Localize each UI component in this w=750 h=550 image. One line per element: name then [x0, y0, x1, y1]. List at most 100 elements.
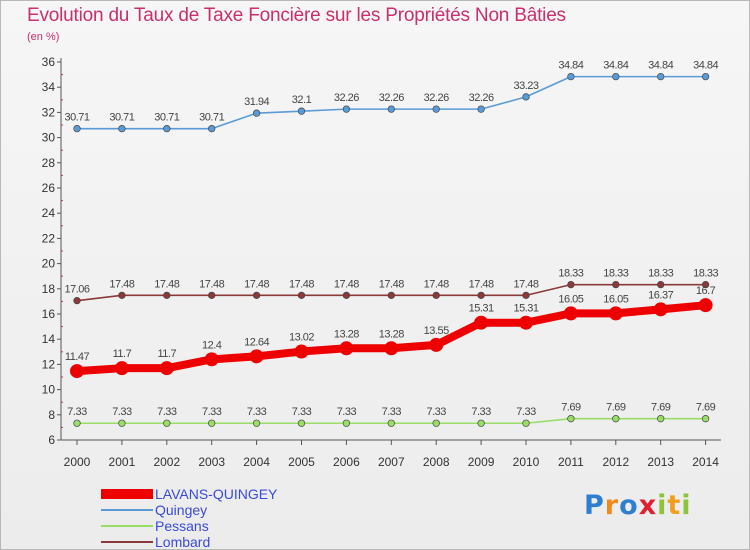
- data-label-quingey: 32.26: [334, 92, 359, 104]
- y-tick-label: 6: [48, 433, 55, 447]
- legend-label: Pessans: [155, 517, 209, 534]
- y-tick-label: 20: [42, 257, 56, 271]
- data-point-lavans-quingey: [698, 298, 713, 313]
- data-point-quingey: [297, 107, 306, 115]
- data-label-lombard: 17.48: [334, 278, 359, 290]
- data-label-lavans-quingey: 16.05: [558, 293, 583, 305]
- y-tick-label: 22: [42, 231, 56, 245]
- data-label-pessans: 7.33: [112, 406, 132, 418]
- data-label-lavans-quingey: 13.28: [379, 328, 404, 340]
- y-tick-label: 26: [42, 181, 56, 195]
- data-point-lavans-quingey: [474, 315, 489, 330]
- x-tick-label: 2012: [602, 455, 629, 469]
- data-label-quingey: 32.26: [379, 92, 404, 104]
- data-point-quingey: [567, 72, 575, 81]
- data-point-quingey: [522, 93, 530, 101]
- data-label-lavans-quingey: 16.7: [696, 285, 716, 297]
- logo-letter: t: [667, 490, 682, 521]
- legend-swatch: [101, 525, 153, 527]
- legend-label: Lombard: [155, 533, 211, 550]
- data-label-pessans: 7.33: [67, 406, 87, 418]
- data-label-quingey: 32.26: [469, 92, 494, 104]
- data-label-lombard: 17.48: [154, 278, 179, 290]
- data-point-lavans-quingey: [563, 306, 578, 321]
- data-label-lavans-quingey: 15.31: [513, 303, 538, 315]
- data-label-quingey: 34.84: [558, 60, 583, 72]
- data-label-pessans: 7.33: [516, 406, 536, 418]
- data-point-lombard: [252, 291, 261, 300]
- data-label-quingey: 30.71: [154, 112, 179, 124]
- legend-item-quingey: Quingey: [101, 502, 277, 518]
- x-tick-label: 2009: [468, 455, 495, 469]
- data-point-lombard: [657, 280, 665, 289]
- data-label-quingey: 32.1: [292, 94, 312, 106]
- data-label-lombard: 17.48: [244, 278, 269, 290]
- data-label-lavans-quingey: 11.7: [113, 348, 132, 360]
- data-label-pessans: 7.69: [561, 402, 581, 414]
- data-point-quingey: [387, 105, 395, 113]
- data-point-lombard: [163, 291, 171, 300]
- data-label-lavans-quingey: 13.28: [334, 328, 359, 340]
- data-point-quingey: [118, 125, 126, 133]
- data-label-lavans-quingey: 15.31: [469, 303, 494, 315]
- data-label-lavans-quingey: 12.4: [202, 339, 222, 351]
- data-point-pessans: [657, 415, 665, 423]
- logo-letter: i: [657, 490, 668, 521]
- data-label-lombard: 18.33: [648, 268, 673, 280]
- data-label-quingey: 34.84: [648, 60, 673, 72]
- data-point-lombard: [522, 291, 530, 300]
- data-label-pessans: 7.69: [696, 402, 716, 414]
- data-point-pessans: [297, 419, 306, 427]
- data-point-lombard: [387, 291, 395, 300]
- legend-swatch: [101, 509, 153, 511]
- data-label-quingey: 34.84: [603, 60, 628, 72]
- logo-letter: i: [681, 490, 692, 521]
- chart-title: Evolution du Taux de Taxe Foncière sur l…: [27, 5, 566, 26]
- data-point-quingey: [342, 105, 351, 113]
- data-point-pessans: [342, 419, 351, 427]
- data-label-lombard: 18.33: [603, 268, 628, 280]
- data-point-pessans: [252, 419, 261, 427]
- legend-label: Quingey: [155, 501, 208, 518]
- y-tick-label: 30: [42, 131, 56, 145]
- y-tick-label: 36: [42, 55, 56, 69]
- data-point-lombard: [118, 291, 126, 300]
- data-point-quingey: [701, 72, 710, 81]
- data-label-quingey: 32.26: [424, 92, 449, 104]
- y-tick-label: 10: [42, 383, 56, 397]
- data-point-lavans-quingey: [114, 361, 129, 376]
- data-label-lombard: 17.48: [199, 278, 224, 290]
- legend-swatch: [101, 541, 153, 543]
- data-point-quingey: [612, 72, 620, 81]
- y-axis-unit: (en %): [27, 31, 60, 43]
- data-label-lombard: 17.48: [469, 278, 494, 290]
- legend-item-lavans-quingey: LAVANS-QUINGEY: [101, 486, 277, 502]
- data-label-pessans: 7.33: [337, 406, 357, 418]
- data-label-lombard: 18.33: [693, 268, 718, 280]
- data-point-quingey: [432, 105, 440, 113]
- data-label-quingey: 30.71: [64, 112, 89, 124]
- data-label-lavans-quingey: 11.7: [158, 348, 177, 360]
- data-point-lombard: [208, 291, 216, 300]
- x-tick-label: 2001: [109, 455, 136, 469]
- data-point-quingey: [73, 125, 81, 133]
- data-label-pessans: 7.69: [606, 402, 626, 414]
- y-tick-label: 16: [42, 307, 56, 321]
- legend-swatch: [101, 489, 153, 499]
- proxiti-logo: Proxiti: [584, 490, 692, 521]
- x-tick-label: 2010: [513, 455, 540, 469]
- data-label-lavans-quingey: 13.02: [289, 332, 314, 344]
- y-tick-label: 14: [42, 332, 56, 346]
- x-tick-label: 2006: [333, 455, 360, 469]
- data-point-lavans-quingey: [70, 364, 84, 379]
- data-label-pessans: 7.33: [382, 406, 402, 418]
- logo-letter: r: [604, 490, 620, 521]
- data-point-lavans-quingey: [159, 361, 174, 376]
- data-label-quingey: 34.84: [693, 60, 718, 72]
- data-point-lavans-quingey: [429, 337, 444, 352]
- y-tick-label: 32: [42, 105, 56, 119]
- data-point-quingey: [477, 105, 485, 113]
- data-point-lavans-quingey: [519, 315, 533, 330]
- logo-letter: P: [584, 490, 605, 521]
